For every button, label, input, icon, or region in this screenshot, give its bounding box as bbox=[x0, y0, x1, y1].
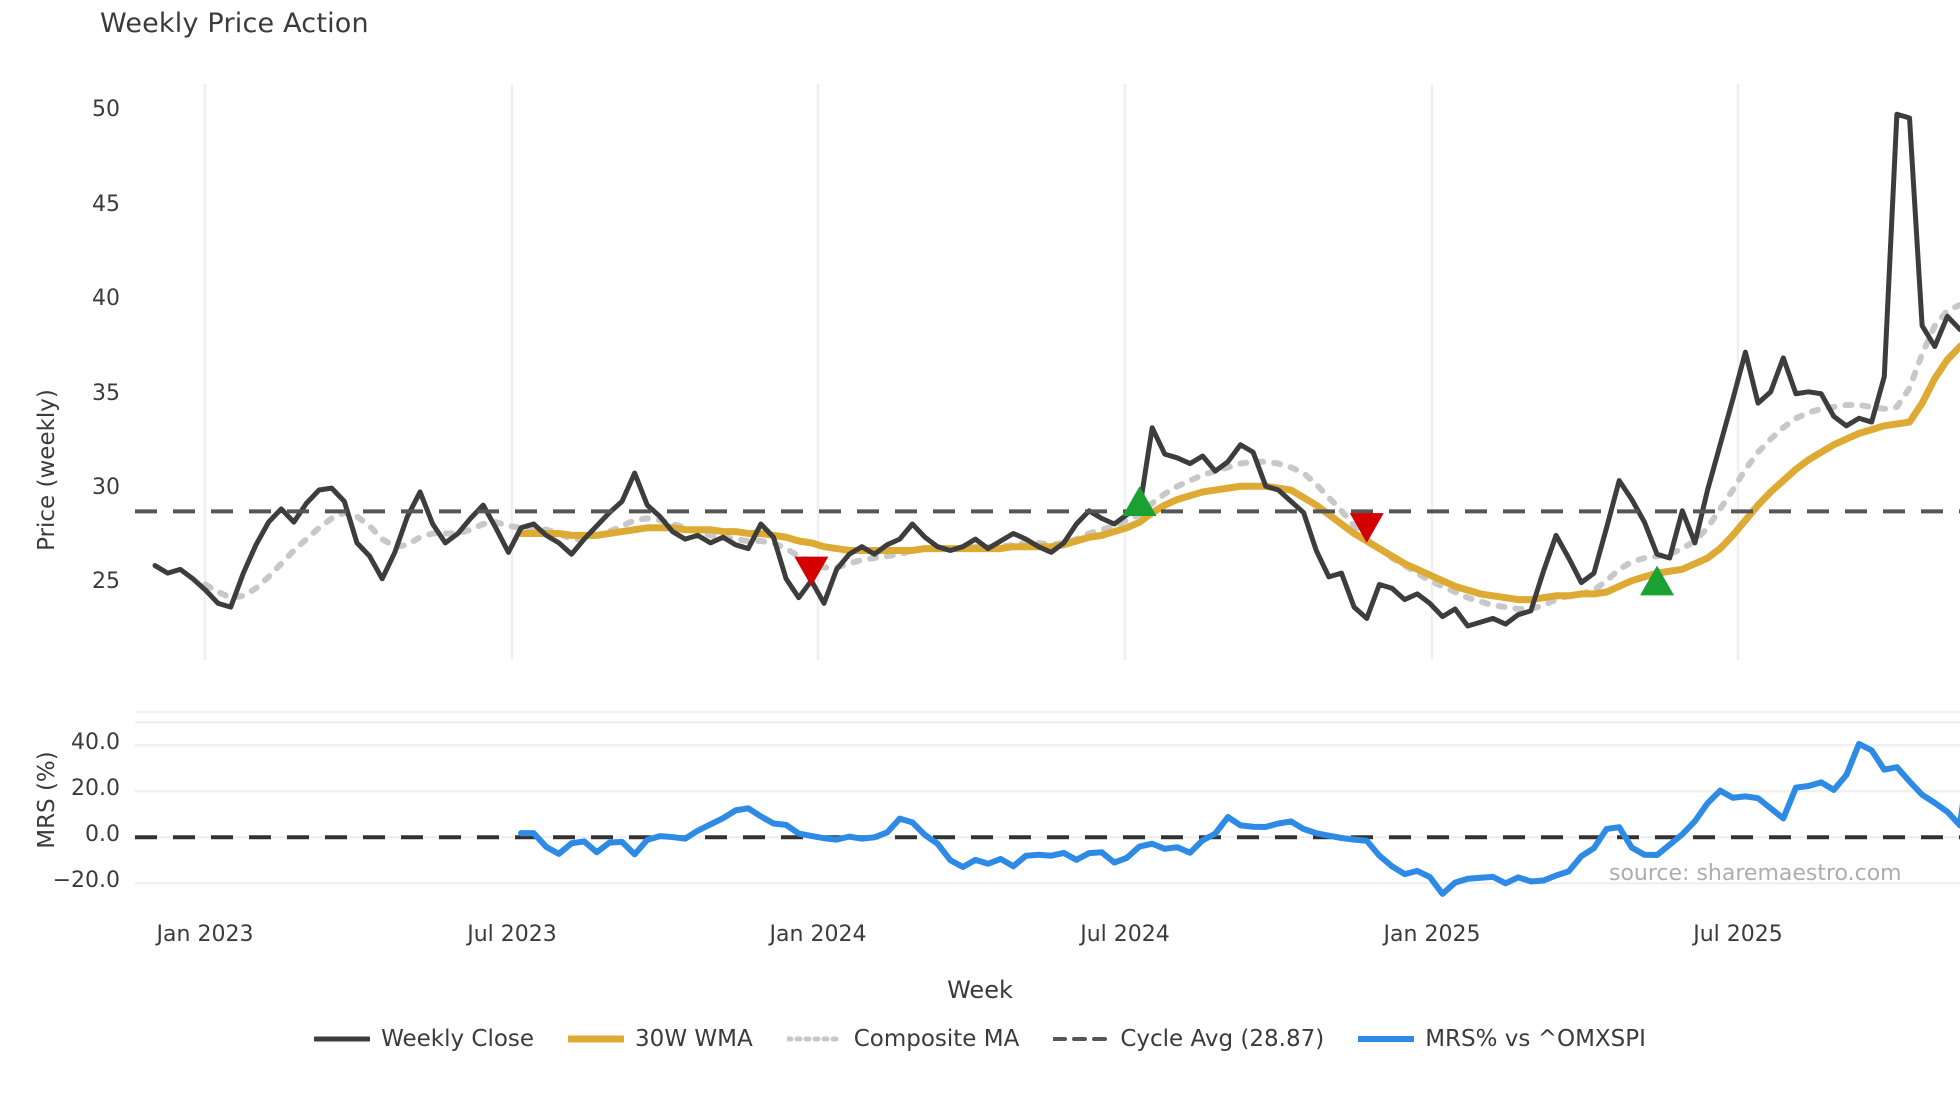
legend-item[interactable]: Composite MA bbox=[786, 1026, 1020, 1052]
legend-swatch-icon bbox=[314, 1036, 371, 1042]
mrs-y-tick: 20.0 bbox=[71, 776, 120, 802]
mrs-y-tick: 40.0 bbox=[71, 730, 120, 756]
series-30w-wma bbox=[517, 342, 1960, 604]
legend-item[interactable]: MRS% vs ^OMXSPI bbox=[1358, 1026, 1646, 1052]
legend-swatch-icon bbox=[1053, 1037, 1110, 1041]
sell-signal-marker bbox=[794, 556, 829, 587]
series-weekly-close bbox=[152, 111, 1960, 629]
legend-item[interactable]: Cycle Avg (28.87) bbox=[1053, 1026, 1324, 1052]
legend-item[interactable]: Weekly Close bbox=[314, 1026, 534, 1052]
legend-swatch-icon bbox=[786, 1036, 843, 1042]
signal-markers-layer bbox=[794, 486, 1675, 596]
price-y-tick: 35 bbox=[92, 380, 120, 406]
mrs-y-tick: 0.0 bbox=[85, 822, 120, 848]
legend-label: Composite MA bbox=[853, 1026, 1020, 1052]
x-axis-tick: Jan 2024 bbox=[769, 922, 867, 947]
price-y-tick: 45 bbox=[92, 191, 120, 217]
buy-signal-marker bbox=[1122, 486, 1157, 517]
legend-label: Cycle Avg (28.87) bbox=[1120, 1026, 1325, 1052]
x-axis-tick: Jul 2025 bbox=[1693, 922, 1783, 947]
series-composite-ma bbox=[202, 301, 1960, 613]
source-watermark: source: sharemaestro.com bbox=[1609, 861, 1902, 886]
x-axis-tick: Jul 2024 bbox=[1080, 922, 1170, 947]
legend-item[interactable]: 30W WMA bbox=[568, 1026, 753, 1052]
x-axis-label: Week bbox=[947, 976, 1013, 1004]
series-mrs bbox=[518, 740, 1960, 897]
legend-swatch-icon bbox=[1358, 1036, 1415, 1042]
price-y-tick: 30 bbox=[92, 475, 120, 501]
price-axis-label: Price (weekly) bbox=[34, 389, 60, 551]
price-y-tick: 50 bbox=[92, 97, 120, 123]
legend-label: MRS% vs ^OMXSPI bbox=[1425, 1026, 1646, 1052]
sell-signal-marker bbox=[1349, 513, 1384, 543]
price-series-layer bbox=[135, 111, 1960, 629]
mrs-series-layer bbox=[135, 740, 1960, 897]
legend-label: Weekly Close bbox=[381, 1026, 535, 1052]
mrs-y-tick: −20.0 bbox=[52, 868, 120, 894]
legend-label: 30W WMA bbox=[635, 1026, 753, 1052]
grid-layer bbox=[135, 84, 1960, 885]
chart-title: Weekly Price Action bbox=[100, 8, 369, 39]
chart-legend: Weekly Close 30W WMA Composite MA Cycle Avg… bbox=[0, 1026, 1960, 1052]
x-axis-tick: Jan 2025 bbox=[1383, 922, 1481, 947]
x-axis-tick: Jan 2023 bbox=[156, 922, 254, 947]
legend-swatch-icon bbox=[568, 1035, 625, 1043]
x-axis-tick: Jul 2023 bbox=[467, 922, 557, 947]
buy-signal-marker bbox=[1640, 565, 1675, 596]
price-y-tick: 40 bbox=[92, 286, 120, 312]
price-y-tick: 25 bbox=[92, 569, 120, 595]
